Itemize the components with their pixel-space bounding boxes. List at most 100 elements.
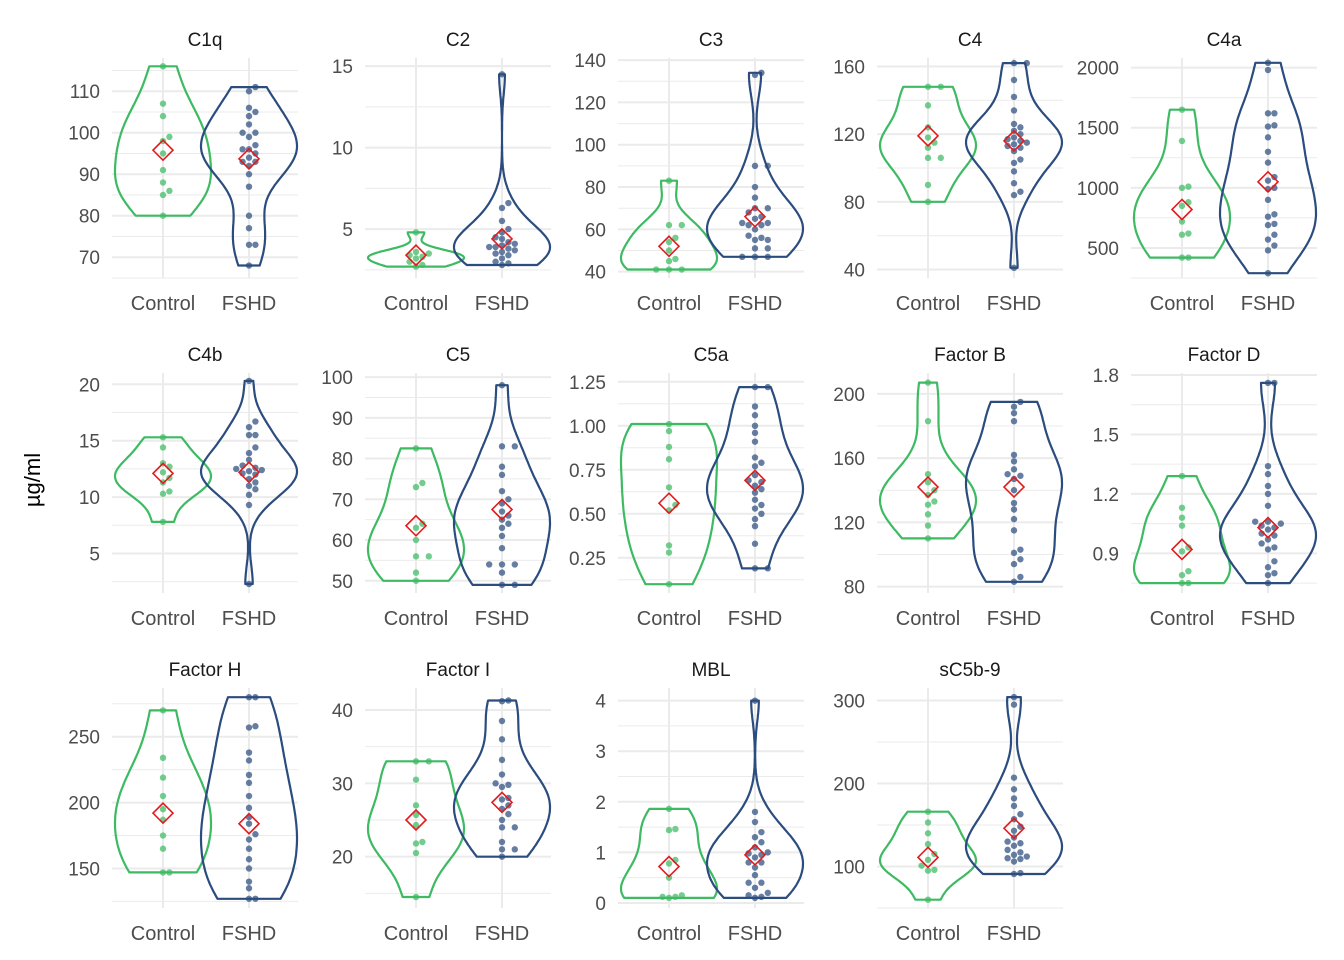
data-point xyxy=(665,443,673,451)
mean-marker xyxy=(151,462,175,485)
data-point xyxy=(498,853,506,860)
data-point xyxy=(924,154,932,162)
data-point xyxy=(751,871,759,879)
data-point xyxy=(492,234,499,241)
data-point xyxy=(1258,522,1265,529)
data-point xyxy=(412,248,420,256)
data-point xyxy=(751,565,759,572)
y-tick-label: 0.50 xyxy=(569,505,606,526)
data-point xyxy=(498,816,506,824)
data-point xyxy=(751,245,759,252)
data-point xyxy=(764,253,771,261)
x-tick-label: FSHD xyxy=(728,608,782,630)
data-point xyxy=(665,581,673,588)
data-point xyxy=(924,501,932,508)
y-tick-label: 10 xyxy=(79,488,100,509)
y-tick-label: 2 xyxy=(595,793,606,814)
y-tick-label: 60 xyxy=(585,220,606,241)
data-point xyxy=(1178,548,1186,555)
data-point xyxy=(1004,142,1011,150)
data-point xyxy=(1010,466,1018,473)
data-point xyxy=(739,219,746,227)
panel-title: sC5b-9 xyxy=(939,660,1000,681)
data-point xyxy=(758,234,765,242)
data-point xyxy=(764,204,771,212)
panel-c1q: 70 80 90 100 110 C1q Control FSHD xyxy=(68,30,299,315)
data-point xyxy=(1017,869,1024,877)
violin-control xyxy=(113,709,213,874)
violin-fshd xyxy=(1218,61,1318,275)
data-point xyxy=(1271,558,1278,565)
data-point xyxy=(498,261,506,269)
data-point xyxy=(937,154,944,162)
data-point xyxy=(1010,403,1018,410)
data-point xyxy=(758,501,765,509)
data-point xyxy=(1264,247,1272,254)
data-point xyxy=(751,162,759,170)
data-point xyxy=(498,824,506,831)
mean-marker xyxy=(657,855,681,878)
data-point xyxy=(665,542,673,549)
data-point xyxy=(1271,242,1278,249)
data-point xyxy=(1010,458,1018,465)
x-tick-label: Control xyxy=(637,293,701,315)
data-point xyxy=(1010,159,1018,167)
data-point xyxy=(1264,159,1272,166)
data-point xyxy=(672,501,679,509)
y-tick-label: 150 xyxy=(68,859,100,880)
data-point xyxy=(924,840,932,848)
data-point xyxy=(1178,504,1186,511)
data-point xyxy=(1178,579,1186,587)
data-point xyxy=(159,774,167,781)
data-point xyxy=(419,520,426,527)
data-point xyxy=(245,262,253,269)
violin-control xyxy=(366,231,466,268)
y-tick-label: 0 xyxy=(595,894,606,915)
panel-c2: 5 10 15 C2 Control FSHD xyxy=(332,30,552,315)
data-point xyxy=(1258,540,1265,547)
data-point xyxy=(412,802,420,809)
data-point xyxy=(412,821,420,829)
y-tick-label: 100 xyxy=(321,368,353,389)
x-tick-label: Control xyxy=(637,608,701,630)
y-tick-label: 100 xyxy=(574,136,606,157)
data-point xyxy=(498,217,506,225)
mean-marker xyxy=(1002,475,1026,499)
violin-fshd xyxy=(199,379,299,586)
data-point xyxy=(1017,823,1024,830)
data-point xyxy=(751,515,759,523)
mean-marker xyxy=(1170,538,1194,561)
y-tick-label: 0.25 xyxy=(569,549,606,570)
data-point xyxy=(505,199,512,207)
data-point xyxy=(498,508,506,515)
data-point xyxy=(412,849,420,857)
y-tick-label: 1500 xyxy=(1077,119,1119,140)
data-point xyxy=(252,108,259,116)
data-point xyxy=(751,412,759,419)
data-point xyxy=(245,804,253,812)
y-tick-label: 30 xyxy=(332,774,353,795)
data-point xyxy=(245,694,253,701)
data-point xyxy=(498,382,506,389)
data-point xyxy=(498,544,506,552)
data-point xyxy=(511,443,518,450)
data-point xyxy=(1271,231,1278,238)
data-point xyxy=(245,104,253,112)
data-point xyxy=(498,524,506,532)
mean-marker xyxy=(743,205,767,228)
panel-title: C3 xyxy=(699,30,723,51)
data-point xyxy=(419,838,426,846)
data-point xyxy=(758,69,765,77)
data-point xyxy=(1017,124,1024,131)
data-point xyxy=(665,484,673,491)
data-point xyxy=(758,828,765,836)
data-point xyxy=(751,215,759,222)
data-point xyxy=(159,805,167,813)
data-point xyxy=(245,482,253,490)
data-point xyxy=(492,258,499,265)
x-tick-label: FSHD xyxy=(475,923,529,945)
data-point xyxy=(1017,546,1024,553)
data-point xyxy=(1010,802,1018,810)
data-point xyxy=(425,250,432,257)
data-point xyxy=(672,825,679,833)
